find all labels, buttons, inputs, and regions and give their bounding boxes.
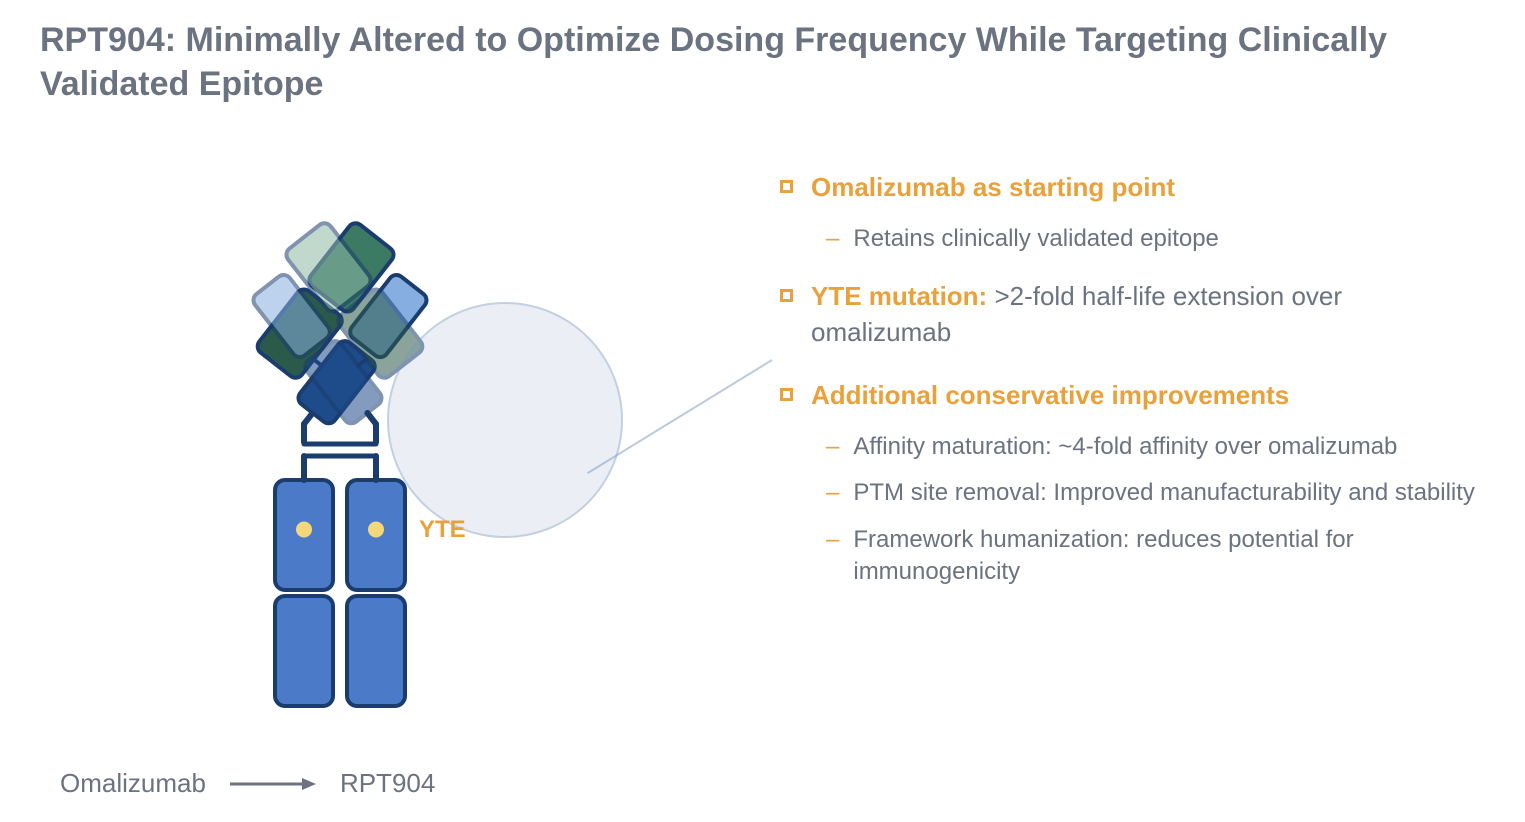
antibody-diagram: YTE (60, 160, 710, 760)
bullet-item: Omalizumab as starting point (780, 170, 1480, 205)
sub-item: –Retains clinically validated epitope (826, 223, 1480, 255)
page-title: RPT904: Minimally Altered to Optimize Do… (40, 18, 1440, 106)
label-omalizumab: Omalizumab (60, 768, 206, 799)
bullet-marker (780, 180, 793, 193)
bullet-text: Additional conservative improvements (811, 378, 1289, 413)
yte-label: YTE (419, 516, 466, 544)
sub-item: –PTM site removal: Improved manufacturab… (826, 477, 1480, 509)
highlight-circle (387, 302, 623, 538)
bullet-marker (780, 289, 793, 302)
label-rpt904: RPT904 (340, 768, 435, 799)
bullet-item: YTE mutation: >2-fold half-life extensio… (780, 279, 1480, 349)
bullet-text: Omalizumab as starting point (811, 170, 1175, 205)
bullet-list: Omalizumab as starting point –Retains cli… (780, 170, 1480, 612)
bottom-labels: Omalizumab RPT904 (60, 768, 435, 799)
arrow-icon (228, 774, 318, 794)
sub-item: –Framework humanization: reduces potenti… (826, 524, 1480, 589)
bullet-item: Additional conservative improvements (780, 378, 1480, 413)
sub-item: –Affinity maturation: ~4-fold affinity o… (826, 431, 1480, 463)
bullet-marker (780, 388, 793, 401)
bullet-text: YTE mutation: >2-fold half-life extensio… (811, 279, 1480, 349)
